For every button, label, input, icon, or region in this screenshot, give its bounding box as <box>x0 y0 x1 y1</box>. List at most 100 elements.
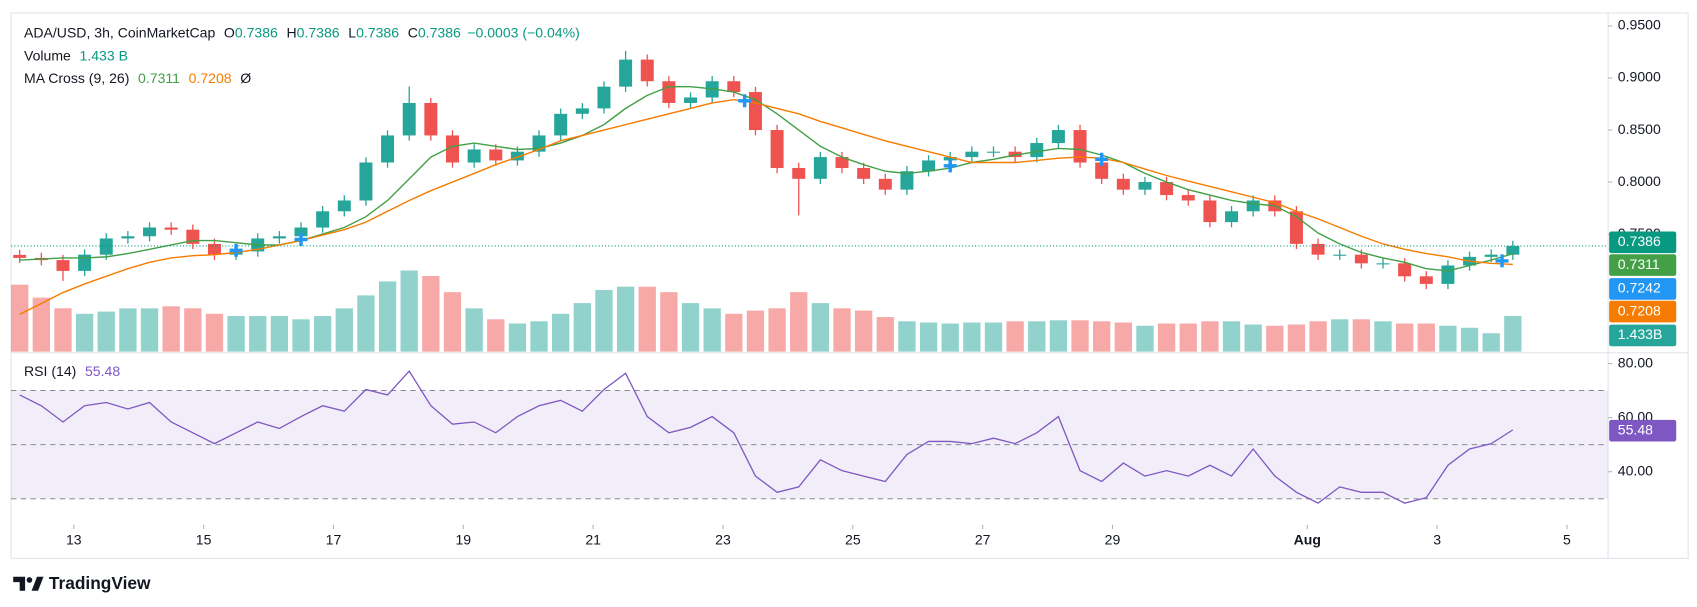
volume-bar <box>1093 321 1111 352</box>
volume-bar <box>595 289 613 352</box>
volume-bar <box>1266 325 1284 352</box>
candle-body <box>99 238 113 255</box>
price-badge-label: 0.7208 <box>1618 302 1661 318</box>
volume-bar <box>11 284 29 352</box>
volume-bar <box>941 323 959 352</box>
volume-bar <box>140 308 159 352</box>
x-tick-label: 21 <box>585 532 601 548</box>
volume-bar <box>487 319 505 352</box>
volume-bar <box>1049 320 1068 352</box>
volume-bar <box>54 308 72 352</box>
candle-body <box>316 211 330 228</box>
volume-bar <box>378 281 397 352</box>
volume-bar <box>660 292 678 352</box>
volume-bar <box>1287 324 1306 352</box>
candle-body <box>922 160 936 172</box>
candle-body <box>13 254 27 258</box>
volume-bar <box>292 319 310 352</box>
candle-body <box>770 130 784 169</box>
candle-body <box>1160 182 1174 196</box>
candle-body <box>1073 130 1087 163</box>
change: −0.0003 (−0.04%) <box>467 24 579 40</box>
volume-bar <box>1179 323 1197 352</box>
volume-bar <box>1114 322 1132 352</box>
volume-bar <box>400 270 418 352</box>
x-tick-label: 3 <box>1433 532 1441 548</box>
ohlc-value: 0.7386 <box>356 24 399 40</box>
volume-bar <box>530 321 548 352</box>
volume-bar <box>1395 323 1414 352</box>
candle-body <box>510 151 524 161</box>
volume-bar <box>552 313 570 352</box>
candle-body <box>272 236 286 239</box>
volume-bar <box>898 321 916 352</box>
candle-body <box>792 168 806 179</box>
x-tick-label: 23 <box>715 532 731 548</box>
candle-body <box>1333 254 1347 256</box>
ohlc-label: L <box>348 24 356 40</box>
candle-body <box>619 59 633 87</box>
y-tick-label: 0.8000 <box>1618 173 1661 189</box>
candle-body <box>943 157 957 161</box>
volume-bar <box>227 316 245 352</box>
volume-value: 1.433 B <box>80 47 128 63</box>
volume-bar <box>508 323 527 352</box>
price-badge <box>1609 231 1677 254</box>
ma-value: 0.7208 <box>189 70 232 86</box>
candle-body <box>1398 263 1412 277</box>
candle-body <box>164 227 178 230</box>
volume-bar <box>443 292 462 352</box>
volume-bar <box>1006 321 1024 352</box>
ma-line <box>19 85 1514 272</box>
volume-bar <box>1028 321 1046 352</box>
volume-bar <box>854 310 873 352</box>
logo-text: TradingView <box>49 573 151 593</box>
price-badge <box>1609 254 1677 276</box>
candle-body <box>554 113 568 136</box>
price-badge-label: 0.7242 <box>1618 280 1661 296</box>
candle-body <box>1311 243 1325 255</box>
y-tick-label: 0.8500 <box>1618 121 1661 137</box>
volume-bar <box>768 308 786 352</box>
ma-value: 0.7311 <box>138 70 180 86</box>
candle-body <box>402 102 416 136</box>
volume-bar <box>1352 319 1371 352</box>
ohlc-value: 0.7386 <box>418 24 461 40</box>
rsi-line <box>19 370 1514 504</box>
x-tick-label: 25 <box>845 532 861 548</box>
candle-body <box>986 151 1000 153</box>
ohlc-label: O <box>224 24 235 40</box>
volume-bar <box>1222 321 1241 352</box>
volume-bar <box>119 308 137 352</box>
candle-body <box>1246 200 1260 212</box>
volume-bar <box>1136 325 1154 352</box>
y-tick-label: 0.9000 <box>1618 69 1661 85</box>
ma-cross-marker <box>943 159 957 173</box>
symbol: ADA/USD, 3h, CoinMarketCap <box>24 24 215 40</box>
legend-header: ADA/USD, 3h, CoinMarketCap O0.7386 H0.7386… <box>24 24 580 40</box>
volume-bar <box>811 303 830 352</box>
candle-body <box>1095 162 1109 179</box>
rsi-y-tick-label: 40.00 <box>1618 462 1653 478</box>
volume-bar <box>963 322 981 352</box>
candle-body <box>878 178 892 190</box>
volume-bar <box>1482 333 1500 352</box>
candle-body <box>359 162 373 201</box>
volume-bar <box>1460 327 1479 352</box>
volume-bar <box>313 316 332 352</box>
candle-body <box>835 157 849 169</box>
ohlc-label: C <box>408 24 418 40</box>
ma-cross-marker <box>1495 254 1509 268</box>
volume-bar <box>1309 321 1327 352</box>
x-tick-label: 5 <box>1563 532 1571 548</box>
candle-body <box>56 260 70 271</box>
candle-body <box>1441 265 1455 284</box>
volume-bar <box>32 297 50 352</box>
candle-body <box>121 236 135 239</box>
volume-bar <box>184 308 202 352</box>
volume-bar <box>984 322 1003 352</box>
candle-body <box>727 81 741 93</box>
candle-body <box>597 86 611 109</box>
ma-symbol: Ø <box>240 70 251 86</box>
candle-body <box>337 200 351 212</box>
